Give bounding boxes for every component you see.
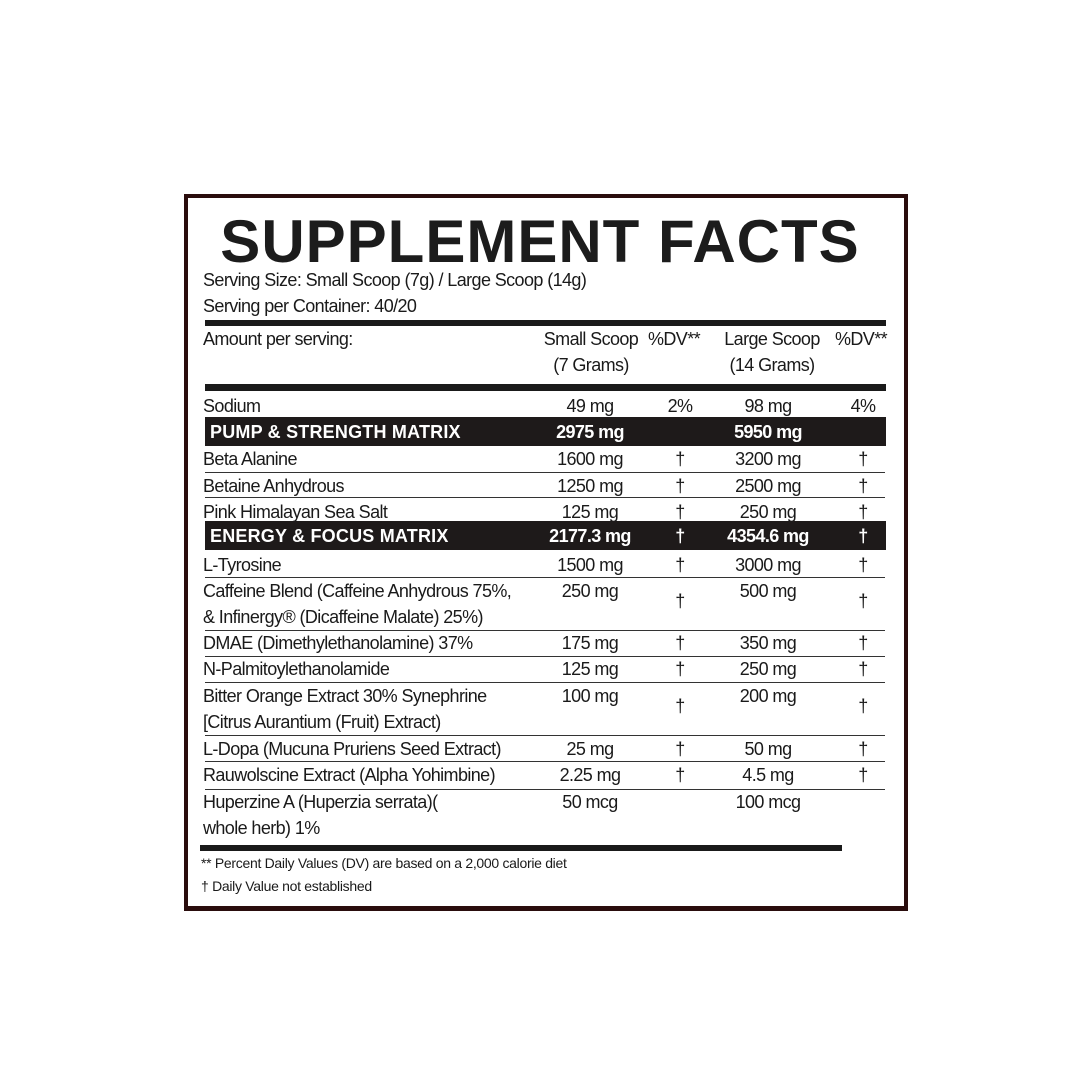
small-scoop-amount: 175 mg [561, 633, 619, 653]
divider-thick [205, 320, 886, 326]
header-large-grams: (14 Grams) [729, 355, 815, 375]
large-scoop-amount: 3200 mg [735, 449, 801, 469]
row-divider [205, 630, 885, 631]
dv-small: † [675, 765, 685, 785]
footnote-dv: ** Percent Daily Values (DV) are based o… [201, 855, 567, 871]
dv-large: 4% [850, 396, 876, 416]
large-scoop-amount: 350 mg [739, 633, 797, 653]
small-scoop-amount: 1600 mg [557, 449, 623, 469]
row-divider [205, 497, 885, 498]
header-amount: Amount per serving: [203, 329, 353, 349]
large-scoop-amount: 100 mcg [735, 792, 801, 812]
small-scoop-amount: 25 mg [566, 739, 614, 759]
row-divider [205, 761, 885, 762]
ingredient-name: Rauwolscine Extract (Alpha Yohimbine) [203, 765, 496, 785]
header-dv-small: %DV** [647, 329, 701, 349]
small-scoop-amount: 125 mg [561, 659, 619, 679]
large-scoop-amount: 250 mg [739, 502, 797, 522]
small-scoop-amount: 50 mcg [562, 792, 618, 812]
divider-thick [205, 384, 886, 391]
row-divider [205, 682, 885, 683]
large-scoop-amount: 98 mg [744, 396, 792, 416]
row-divider [205, 735, 885, 736]
dv-large: † [858, 502, 868, 522]
dv-small: † [675, 555, 685, 575]
small-scoop-amount: 100 mg [561, 686, 619, 706]
label-panel [188, 198, 904, 906]
ingredient-name: & Infinergy® (Dicaffeine Malate) 25%) [203, 607, 483, 627]
ingredient-name: DMAE (Dimethylethanolamine) 37% [203, 633, 473, 653]
dv-small: † [675, 449, 685, 469]
ingredient-name: Bitter Orange Extract 30% Synephrine [203, 686, 487, 706]
dv-large: † [858, 526, 868, 546]
dv-large: † [858, 659, 868, 679]
ingredient-name: Sodium [203, 396, 261, 416]
dv-large: † [858, 696, 868, 716]
serving-size: Serving Size: Small Scoop (7g) / Large S… [203, 270, 587, 290]
small-scoop-amount: 1250 mg [557, 476, 623, 496]
dv-large: † [858, 739, 868, 759]
ingredient-name: Huperzine A (Huperzia serrata)( [203, 792, 438, 812]
large-scoop-amount: 2500 mg [735, 476, 801, 496]
dv-small: † [675, 526, 685, 546]
small-scoop-amount: 2177.3 mg [549, 526, 631, 546]
header-small-grams: (7 Grams) [553, 355, 629, 375]
ingredient-name: N-Palmitoylethanolamide [203, 659, 390, 679]
dv-small: † [675, 476, 685, 496]
header-small-scoop: Small Scoop [543, 329, 639, 349]
dv-small: † [675, 696, 685, 716]
large-scoop-amount: 4.5 mg [742, 765, 794, 785]
small-scoop-amount: 2975 mg [556, 422, 624, 442]
row-divider [205, 789, 885, 790]
ingredient-name: [Citrus Aurantium (Fruit) Extract) [203, 712, 441, 732]
page-title: SUPPLEMENT FACTS [220, 208, 860, 275]
servings-per-container: Serving per Container: 40/20 [203, 296, 417, 316]
dv-large: † [858, 633, 868, 653]
header-dv-large: %DV** [834, 329, 888, 349]
section-band [205, 417, 886, 446]
row-divider [205, 472, 885, 473]
large-scoop-amount: 3000 mg [735, 555, 801, 575]
dv-small: † [675, 591, 685, 611]
dv-large: † [858, 449, 868, 469]
small-scoop-amount: 49 mg [566, 396, 614, 416]
large-scoop-amount: 4354.6 mg [727, 526, 809, 546]
ingredient-name: whole herb) 1% [203, 818, 320, 838]
large-scoop-amount: 250 mg [739, 659, 797, 679]
ingredient-name: L-Tyrosine [203, 555, 282, 575]
dv-small: † [675, 502, 685, 522]
large-scoop-amount: 200 mg [739, 686, 797, 706]
ingredient-name: Betaine Anhydrous [203, 476, 345, 496]
row-divider [205, 577, 885, 578]
dv-large: † [858, 476, 868, 496]
ingredient-name: PUMP & STRENGTH MATRIX [210, 422, 461, 442]
header-large-scoop: Large Scoop [724, 329, 820, 349]
footnote-dagger: † Daily Value not established [201, 878, 372, 894]
ingredient-name: Caffeine Blend (Caffeine Anhydrous 75%, [203, 581, 512, 601]
ingredient-name: Pink Himalayan Sea Salt [203, 502, 388, 522]
dv-small: † [675, 633, 685, 653]
ingredient-name: ENERGY & FOCUS MATRIX [210, 526, 449, 546]
ingredient-name: L-Dopa (Mucuna Pruriens Seed Extract) [203, 739, 502, 759]
dv-small: 2% [667, 396, 693, 416]
large-scoop-amount: 500 mg [739, 581, 797, 601]
dv-small: † [675, 659, 685, 679]
large-scoop-amount: 50 mg [744, 739, 792, 759]
large-scoop-amount: 5950 mg [734, 422, 802, 442]
ingredient-name: Beta Alanine [203, 449, 297, 469]
dv-large: † [858, 591, 868, 611]
divider-thick [200, 845, 842, 851]
dv-small: † [675, 739, 685, 759]
small-scoop-amount: 2.25 mg [559, 765, 621, 785]
dv-large: † [858, 555, 868, 575]
small-scoop-amount: 1500 mg [557, 555, 623, 575]
row-divider [205, 656, 885, 657]
dv-large: † [858, 765, 868, 785]
small-scoop-amount: 125 mg [561, 502, 619, 522]
section-band [205, 521, 886, 550]
small-scoop-amount: 250 mg [561, 581, 619, 601]
